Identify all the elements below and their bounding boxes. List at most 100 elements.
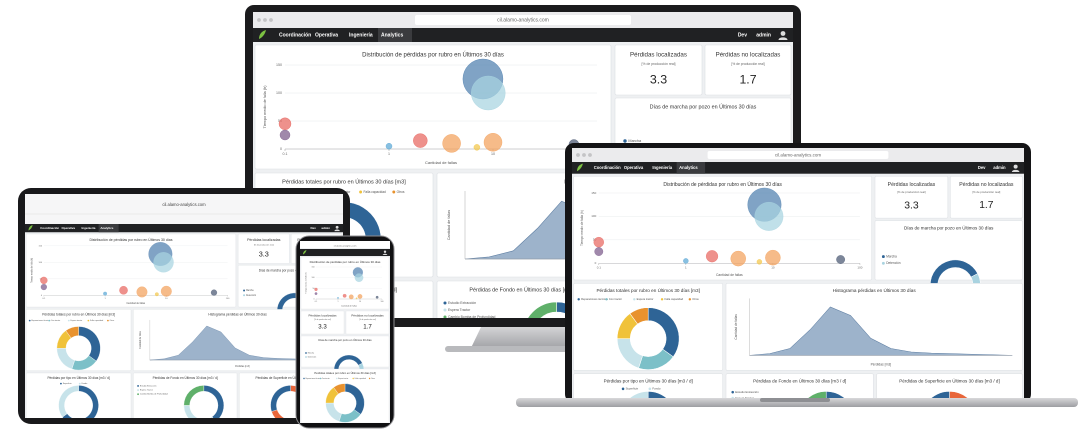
legend-swatch <box>623 139 627 143</box>
url: cil.alamo-analytics.com <box>497 18 549 24</box>
nav-user[interactable]: admin <box>321 226 330 230</box>
legend-swatch <box>303 377 305 380</box>
x-tick-label: 10 <box>359 301 361 303</box>
nav-active <box>676 162 706 174</box>
legend-label: Falla capacidad <box>90 320 103 322</box>
legend-label: Fondo <box>82 383 89 385</box>
x-tick-label: 1 <box>388 152 390 156</box>
chart-title: Distribución de pérdidas por rubro en Úl… <box>663 181 782 188</box>
chart-title: Pérdidas totales por rubro en Últimos 30… <box>596 287 699 293</box>
nav-active <box>378 28 412 42</box>
url: cil.alamo-analytics.com <box>334 245 357 248</box>
x-axis-label: Pérdidas [m3] <box>235 366 250 368</box>
window-button[interactable] <box>576 153 580 157</box>
phone-content: cil.alamo-analytics.com Distribución de p… <box>300 241 390 423</box>
legend-swatch <box>688 298 692 301</box>
url: cil.alamo-analytics.com <box>162 202 206 207</box>
chart-title: Pérdidas de Fondo en Últimos 30 días [m3… <box>753 377 846 383</box>
kpi-title: Pérdidas localizadas <box>630 52 687 59</box>
bubble <box>40 283 47 291</box>
card <box>300 310 345 335</box>
bubble <box>337 297 339 299</box>
address-bar[interactable] <box>707 151 889 159</box>
legend-swatch <box>243 289 246 292</box>
legend-label: Reparaciones técnicas <box>31 319 50 322</box>
x-tick-label: 100 <box>226 298 230 300</box>
y-tick-label: 0 <box>595 261 597 265</box>
window-button[interactable] <box>269 18 273 22</box>
chart-title: Pérdidas por tipo en Últimos 30 días [m3… <box>47 375 109 380</box>
donut-slice <box>798 420 843 430</box>
bubble <box>314 287 318 291</box>
bubble <box>730 250 746 267</box>
user-icon-body <box>1011 169 1020 173</box>
nav-item[interactable]: Operativa <box>315 33 338 39</box>
user-icon[interactable] <box>383 250 387 253</box>
user-icon[interactable] <box>335 225 339 229</box>
nav-user[interactable]: admin <box>993 165 1006 170</box>
nav-active <box>98 224 119 233</box>
legend-swatch <box>660 298 664 301</box>
legend-label: Espera tractor <box>637 297 654 301</box>
nav-item[interactable]: Ingeniería <box>349 33 373 39</box>
bubble <box>354 273 364 282</box>
card <box>345 310 390 335</box>
nav-item[interactable]: Analytics <box>679 165 698 170</box>
y-tick-label: 150 <box>276 63 282 67</box>
legend-swatch <box>443 301 447 305</box>
kpi-value: 3.3 <box>904 200 919 211</box>
card <box>876 373 1023 399</box>
nav-item[interactable]: Coordinación <box>40 226 59 230</box>
y-axis-label: Cantidad de fallas <box>139 330 142 349</box>
chart-title: Días de marcha por pozo en Últimos 30 dí… <box>650 103 757 110</box>
nav-item[interactable]: Operativa <box>62 226 76 230</box>
user-icon-body <box>334 229 340 232</box>
kpi-value: 3.3 <box>259 250 269 259</box>
window-button[interactable] <box>588 153 592 157</box>
x-tick-label: 100 <box>381 301 384 303</box>
legend-swatch <box>305 352 307 354</box>
legend-swatch <box>881 255 885 259</box>
y-axis-label: Cantidad de fallas <box>447 210 451 240</box>
histogram-area <box>749 306 1013 356</box>
legend-label: Marcha <box>246 289 254 292</box>
legend-swatch <box>443 308 447 312</box>
nav-item[interactable]: Coordinación <box>279 33 311 39</box>
kpi-subtitle: [% de producción real] <box>731 62 764 66</box>
legend-swatch <box>137 389 139 391</box>
nav-item[interactable]: Ingeniería <box>652 165 672 170</box>
clipped: Coordinación Operativa Ingeniería Analytics… <box>572 162 1024 430</box>
nav-item[interactable]: Analytics <box>381 33 403 39</box>
bubble <box>119 286 128 295</box>
tablet-statusbar <box>25 194 343 224</box>
x-axis-label: Cantidad de fallas <box>716 273 743 277</box>
nav-item[interactable]: Coordinación <box>594 165 621 170</box>
legend-swatch <box>137 393 139 396</box>
user-icon[interactable] <box>1013 164 1018 169</box>
window-button[interactable] <box>582 153 586 157</box>
kpi-title: Pérdidas no localizadas <box>716 52 781 59</box>
window-button[interactable] <box>263 18 267 22</box>
nav-item[interactable]: Ingeniería <box>82 226 96 230</box>
y-tick-label: 150 <box>591 191 596 195</box>
window-button[interactable] <box>257 18 261 22</box>
chart-title: Días de marcha por pozo en Últimos 30 dí… <box>259 267 322 272</box>
donut-slice <box>629 307 649 325</box>
legend-swatch <box>621 387 625 391</box>
laptop-base <box>516 398 1078 407</box>
legend-label: Espera Tractor <box>140 389 153 392</box>
chart-title: Distribución de pérdidas por rubro en Úl… <box>362 52 504 59</box>
nav-item[interactable]: Analytics <box>100 226 113 230</box>
chart-title: Pérdidas totales por rubro en Últimos 30… <box>314 370 376 375</box>
nav-bar <box>25 224 343 233</box>
address-bar[interactable] <box>415 15 631 25</box>
nav-item[interactable]: Operativa <box>624 165 644 170</box>
user-icon[interactable] <box>780 31 786 36</box>
legend-label: Detención <box>886 261 901 265</box>
card <box>26 372 132 418</box>
legend-swatch <box>648 387 652 391</box>
nav-user[interactable]: admin <box>756 33 771 39</box>
legend-swatch <box>67 319 70 322</box>
legend-swatch <box>731 396 734 399</box>
